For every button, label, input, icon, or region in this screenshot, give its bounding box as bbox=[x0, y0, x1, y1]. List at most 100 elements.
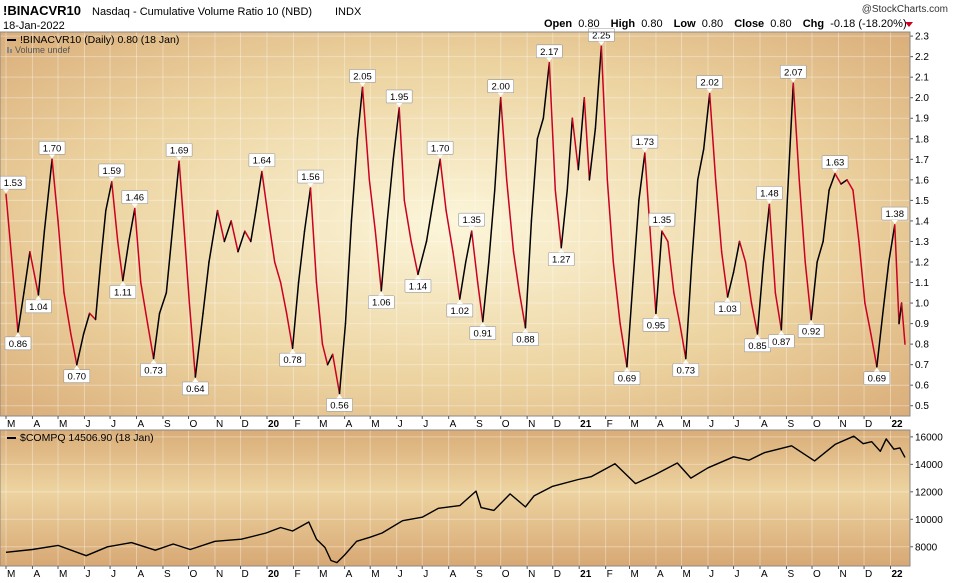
value-annotation: 0.95 bbox=[642, 314, 670, 332]
annotation-label: 0.87 bbox=[772, 337, 791, 348]
value-annotation: 0.64 bbox=[182, 377, 209, 396]
value-annotation: 2.05 bbox=[349, 69, 376, 87]
compq-panel: 8000 10000 12000 14000 16000 $COMPQ 14506.90… bbox=[0, 429, 943, 567]
annotation-pointer bbox=[658, 226, 665, 231]
value-annotation: 1.63 bbox=[821, 155, 849, 173]
ratio-line-segment bbox=[536, 117, 545, 140]
copyright[interactable]: @StockCharts.com bbox=[862, 4, 948, 15]
annotation-label: 0.64 bbox=[186, 384, 205, 395]
ratio-line-segment bbox=[417, 240, 428, 276]
chart-date: 18-Jan-2022 bbox=[3, 20, 65, 32]
value-annotation: 1.69 bbox=[165, 143, 193, 161]
ratio-line-segment bbox=[571, 117, 580, 171]
y-tick-label: 0.5 bbox=[915, 401, 929, 412]
ratio-line-segment bbox=[464, 230, 473, 263]
annotation-label: 2.00 bbox=[491, 82, 510, 93]
ratio-line-segment bbox=[720, 250, 729, 298]
value-annotation: 1.11 bbox=[109, 281, 137, 299]
value-annotation: 1.46 bbox=[121, 190, 149, 208]
ratio-line-segment bbox=[51, 158, 59, 222]
value-annotation: 0.69 bbox=[863, 367, 891, 386]
x-tick-label: O bbox=[190, 569, 198, 580]
ratio-line-segment bbox=[548, 62, 557, 191]
x-tick-label: D bbox=[865, 569, 872, 580]
ratio-line-segment bbox=[542, 62, 551, 119]
ratio-line-segment bbox=[864, 302, 872, 335]
annotation-label: 2.25 bbox=[592, 30, 611, 41]
ratio-line-segment bbox=[105, 181, 113, 212]
ratio-line-segment bbox=[356, 86, 364, 140]
ratio-line-segment bbox=[804, 261, 812, 321]
ratio-line-segment bbox=[822, 189, 830, 243]
x-tick-label: F bbox=[607, 419, 613, 430]
annotation-pointer bbox=[119, 281, 126, 286]
ratio-annotations: 1.53 0.86 1.04 1.70 0.70 1.59 1.11 1.46 0.73 1.69… bbox=[0, 28, 909, 412]
x-tick-label: D bbox=[242, 419, 249, 430]
x-tick-label: F bbox=[294, 419, 300, 430]
ratio-line-segment bbox=[70, 333, 78, 366]
value-annotation: 0.87 bbox=[768, 330, 795, 349]
ratio-legend-volume: Volume undef bbox=[15, 45, 71, 55]
x-tick-label: M bbox=[683, 569, 691, 580]
value-annotation: 0.73 bbox=[140, 359, 167, 377]
open-value: 0.80 bbox=[578, 18, 599, 30]
ratio-line-segment bbox=[554, 189, 563, 249]
y-tick-label: 14000 bbox=[915, 460, 943, 471]
x-tick-label: J bbox=[111, 419, 116, 430]
ratio-line-segment bbox=[134, 207, 142, 284]
ratio-line-segment bbox=[398, 107, 406, 202]
ratio-y-axis: 0.5 0.6 0.7 0.8 0.9 1.0 1.1 1.2 1.3 1.4 1.5 1.6 1.7 1… bbox=[910, 32, 929, 412]
ratio-line-segment bbox=[708, 92, 717, 181]
annotation-label: 0.92 bbox=[802, 326, 821, 337]
ratio-line-segment bbox=[43, 158, 53, 232]
annotation-label: 0.73 bbox=[144, 366, 163, 377]
ratio-line-segment bbox=[63, 292, 72, 335]
annotation-pointer bbox=[522, 328, 529, 333]
ratio-line-segment bbox=[714, 179, 723, 253]
ratio-line-segment bbox=[560, 189, 568, 249]
ratio-line-segment bbox=[255, 170, 263, 212]
ratio-line-segment bbox=[846, 179, 854, 191]
annotation-pointer bbox=[891, 220, 898, 225]
ratio-line-segment bbox=[165, 230, 174, 294]
annotation-box bbox=[0, 175, 27, 190]
ratio-line-segment bbox=[303, 187, 312, 232]
value-annotation: 0.92 bbox=[797, 320, 825, 338]
x-tick-label: J bbox=[709, 569, 714, 580]
symbol-title: !BINACVR10 bbox=[3, 3, 81, 18]
ratio-legend-label: !BINACVR10 (Daily) 0.80 (18 Jan) bbox=[20, 34, 179, 46]
ratio-line-segment bbox=[425, 199, 435, 243]
annotation-pointer bbox=[14, 332, 21, 337]
x-tick-label: 22 bbox=[892, 569, 904, 580]
y-tick-label: 1.2 bbox=[915, 257, 929, 268]
ratio-line-segment bbox=[762, 203, 771, 263]
x-tick-label: S bbox=[787, 419, 794, 430]
ratio-line-segment bbox=[594, 45, 603, 130]
ratio-line-segment bbox=[128, 207, 136, 243]
svg-text:Open 0.80 High: Open 0.80 High 0.80 Low 0.80 Close 0.80 … bbox=[544, 18, 907, 30]
annotation-label: 1.27 bbox=[552, 255, 571, 266]
annotation-pointer bbox=[832, 168, 839, 173]
annotation-label: 1.56 bbox=[301, 172, 320, 183]
annotation-label: 1.46 bbox=[126, 193, 145, 204]
x-tick-label: F bbox=[607, 569, 613, 580]
annotation-pointer bbox=[108, 176, 115, 181]
ratio-line-segment bbox=[94, 261, 102, 321]
y-tick-label: 1.1 bbox=[915, 278, 929, 289]
annotation-pointer bbox=[35, 295, 42, 300]
value-annotation: 1.95 bbox=[385, 89, 413, 107]
ratio-line-segment bbox=[726, 271, 735, 298]
annotation-pointer bbox=[456, 299, 463, 304]
ratio-line-segment bbox=[488, 189, 496, 263]
ratio-line-segment bbox=[380, 220, 389, 292]
ratio-line-segment bbox=[530, 138, 539, 222]
ratio-line-segment bbox=[459, 261, 467, 300]
annotation-label: 0.95 bbox=[647, 320, 666, 331]
ratio-line-segment bbox=[452, 250, 461, 300]
x-tick-label: N bbox=[216, 569, 223, 580]
value-annotation: 1.14 bbox=[404, 275, 432, 293]
value-annotation: 1.35 bbox=[648, 212, 676, 231]
annotation-label: 1.35 bbox=[653, 215, 672, 226]
ratio-line-segment bbox=[291, 281, 300, 349]
ratio-line-segment bbox=[518, 292, 527, 329]
